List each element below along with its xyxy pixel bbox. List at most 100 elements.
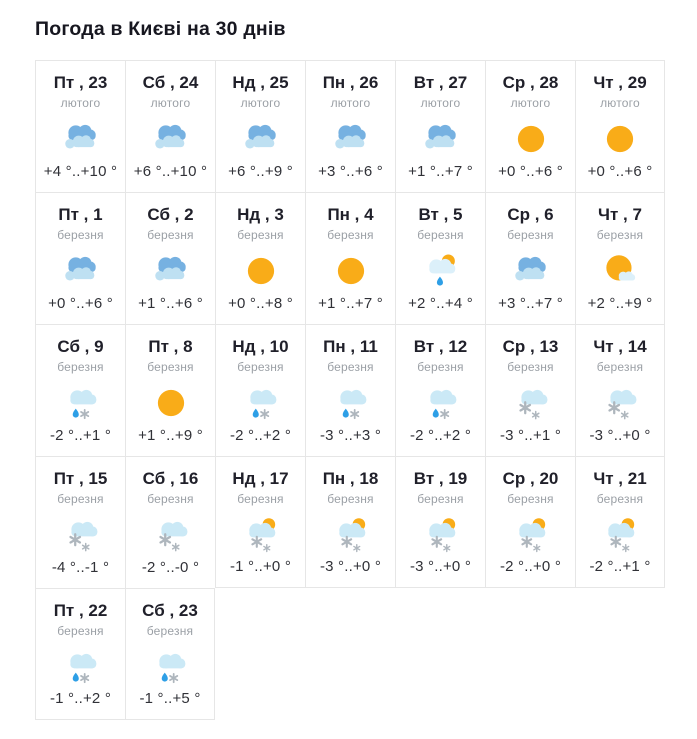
cloudy-icon bbox=[60, 118, 102, 160]
snow-icon bbox=[510, 382, 552, 424]
sunny-icon bbox=[240, 250, 282, 292]
forecast-card[interactable]: Ср , 13 березня -3 °..+1 ° bbox=[485, 324, 575, 456]
month-label: березня bbox=[146, 624, 194, 638]
forecast-card[interactable]: Пн , 26 лютого +3 °..+6 ° bbox=[305, 60, 395, 192]
forecast-card[interactable]: Пн , 4 березня +1 °..+7 ° bbox=[305, 192, 395, 324]
day-label: Пт , 15 bbox=[53, 469, 108, 488]
page-title: Погода в Києві на 30 днів bbox=[35, 18, 286, 40]
sunny-icon bbox=[150, 382, 192, 424]
sun-cloud-icon bbox=[599, 250, 641, 292]
month-label: березня bbox=[327, 360, 374, 374]
sunny-icon bbox=[599, 118, 641, 160]
day-label: Чт , 7 bbox=[598, 205, 642, 224]
temperature-range: +2 °..+4 ° bbox=[408, 295, 473, 312]
cloudy-icon bbox=[60, 250, 102, 292]
snow-sun-icon bbox=[510, 514, 552, 556]
month-label: березня bbox=[57, 228, 104, 242]
month-label: березня bbox=[507, 228, 554, 242]
sleet-icon bbox=[60, 646, 102, 688]
month-label: березня bbox=[417, 228, 464, 242]
forecast-card[interactable]: Сб , 2 березня +1 °..+6 ° bbox=[125, 192, 215, 324]
forecast-card[interactable]: Пн , 11 березня -3 °..+3 ° bbox=[305, 324, 395, 456]
forecast-card[interactable]: Вт , 27 лютого +1 °..+7 ° bbox=[395, 60, 485, 192]
temperature-range: -3 °..+3 ° bbox=[319, 427, 382, 444]
temperature-range: -2 °..+1 ° bbox=[589, 558, 651, 575]
day-label: Вт , 27 bbox=[413, 73, 468, 92]
weather-widget: Погода в Києві на 30 днів Пт , 23 лютого +… bbox=[35, 18, 665, 720]
forecast-card[interactable]: Чт , 7 березня +2 °..+9 ° bbox=[575, 192, 665, 324]
snow-sun-icon bbox=[240, 514, 282, 556]
forecast-card[interactable]: Нд , 25 лютого +6 °..+9 ° bbox=[215, 60, 305, 192]
forecast-card[interactable]: Вт , 19 березня -3 °..+0 ° bbox=[395, 456, 485, 588]
temperature-range: -2 °..+2 ° bbox=[229, 427, 292, 444]
forecast-card[interactable]: Чт , 14 березня -3 °..+0 ° bbox=[575, 324, 665, 456]
forecast-card[interactable]: Пт , 8 березня +1 °..+9 ° bbox=[125, 324, 215, 456]
month-label: березня bbox=[237, 228, 284, 242]
month-label: лютого bbox=[330, 96, 371, 110]
forecast-card[interactable]: Чт , 21 березня -2 °..+1 ° bbox=[575, 456, 665, 588]
day-label: Вт , 12 bbox=[413, 337, 468, 356]
month-label: лютого bbox=[240, 96, 281, 110]
forecast-card[interactable]: Сб , 23 березня -1 °..+5 ° bbox=[125, 588, 215, 720]
snow-icon bbox=[599, 382, 641, 424]
day-label: Нд , 10 bbox=[232, 337, 289, 356]
temperature-range: -3 °..+1 ° bbox=[499, 427, 562, 444]
day-label: Пт , 8 bbox=[148, 337, 193, 356]
temperature-range: -3 °..+0 ° bbox=[589, 427, 651, 444]
forecast-card[interactable]: Нд , 10 березня -2 °..+2 ° bbox=[215, 324, 305, 456]
day-label: Сб , 2 bbox=[147, 205, 194, 224]
day-label: Ср , 6 bbox=[507, 205, 554, 224]
forecast-card[interactable]: Пт , 23 лютого +4 °..+10 ° bbox=[35, 60, 125, 192]
temperature-range: +1 °..+7 ° bbox=[318, 295, 383, 312]
forecast-card[interactable]: Пт , 22 березня -1 °..+2 ° bbox=[35, 588, 125, 720]
temperature-range: -2 °..+1 ° bbox=[49, 427, 112, 444]
day-label: Сб , 16 bbox=[142, 469, 199, 488]
forecast-card[interactable]: Ср , 28 лютого +0 °..+6 ° bbox=[485, 60, 575, 192]
month-label: лютого bbox=[510, 96, 551, 110]
day-label: Пт , 1 bbox=[58, 205, 103, 224]
temperature-range: +3 °..+7 ° bbox=[498, 295, 563, 312]
month-label: березня bbox=[596, 228, 644, 242]
day-label: Вт , 5 bbox=[418, 205, 463, 224]
temperature-range: +0 °..+8 ° bbox=[228, 295, 293, 312]
cloudy-icon bbox=[420, 118, 462, 160]
forecast-card[interactable]: Чт , 29 лютого +0 °..+6 ° bbox=[575, 60, 665, 192]
forecast-card[interactable]: Ср , 20 березня -2 °..+0 ° bbox=[485, 456, 575, 588]
forecast-card[interactable]: Ср , 6 березня +3 °..+7 ° bbox=[485, 192, 575, 324]
forecast-card[interactable]: Сб , 16 березня -2 °..-0 ° bbox=[125, 456, 215, 588]
forecast-card[interactable]: Пт , 15 березня -4 °..-1 ° bbox=[35, 456, 125, 588]
temperature-range: -1 °..+5 ° bbox=[139, 690, 201, 707]
temperature-range: -1 °..+0 ° bbox=[229, 558, 292, 575]
month-label: лютого bbox=[60, 96, 101, 110]
forecast-card[interactable]: Пт , 1 березня +0 °..+6 ° bbox=[35, 192, 125, 324]
month-label: лютого bbox=[150, 96, 191, 110]
day-label: Ср , 13 bbox=[502, 337, 559, 356]
day-label: Сб , 24 bbox=[142, 73, 199, 92]
sleet-icon bbox=[240, 382, 282, 424]
day-label: Пн , 18 bbox=[322, 469, 379, 488]
forecast-card[interactable]: Пн , 18 березня -3 °..+0 ° bbox=[305, 456, 395, 588]
forecast-card[interactable]: Нд , 17 березня -1 °..+0 ° bbox=[215, 456, 305, 588]
month-label: березня bbox=[417, 492, 464, 506]
forecast-card[interactable]: Сб , 9 березня -2 °..+1 ° bbox=[35, 324, 125, 456]
temperature-range: +4 °..+10 ° bbox=[43, 163, 118, 180]
day-label: Чт , 21 bbox=[593, 469, 647, 488]
day-label: Пт , 22 bbox=[53, 601, 108, 620]
day-label: Нд , 25 bbox=[232, 73, 289, 92]
temperature-range: +3 °..+6 ° bbox=[318, 163, 383, 180]
temperature-range: -4 °..-1 ° bbox=[51, 559, 110, 576]
temperature-range: +0 °..+6 ° bbox=[587, 163, 653, 180]
snow-sun-icon bbox=[420, 514, 462, 556]
forecast-card[interactable]: Сб , 24 лютого +6 °..+10 ° bbox=[125, 60, 215, 192]
day-label: Сб , 9 bbox=[57, 337, 104, 356]
sleet-icon bbox=[330, 382, 372, 424]
cloudy-icon bbox=[330, 118, 372, 160]
temperature-range: -2 °..+2 ° bbox=[409, 427, 472, 444]
temperature-range: -2 °..-0 ° bbox=[141, 559, 200, 576]
month-label: березня bbox=[237, 360, 284, 374]
month-label: лютого bbox=[420, 96, 461, 110]
forecast-card[interactable]: Вт , 12 березня -2 °..+2 ° bbox=[395, 324, 485, 456]
cloudy-icon bbox=[510, 250, 552, 292]
forecast-card[interactable]: Вт , 5 березня +2 °..+4 ° bbox=[395, 192, 485, 324]
forecast-card[interactable]: Нд , 3 березня +0 °..+8 ° bbox=[215, 192, 305, 324]
